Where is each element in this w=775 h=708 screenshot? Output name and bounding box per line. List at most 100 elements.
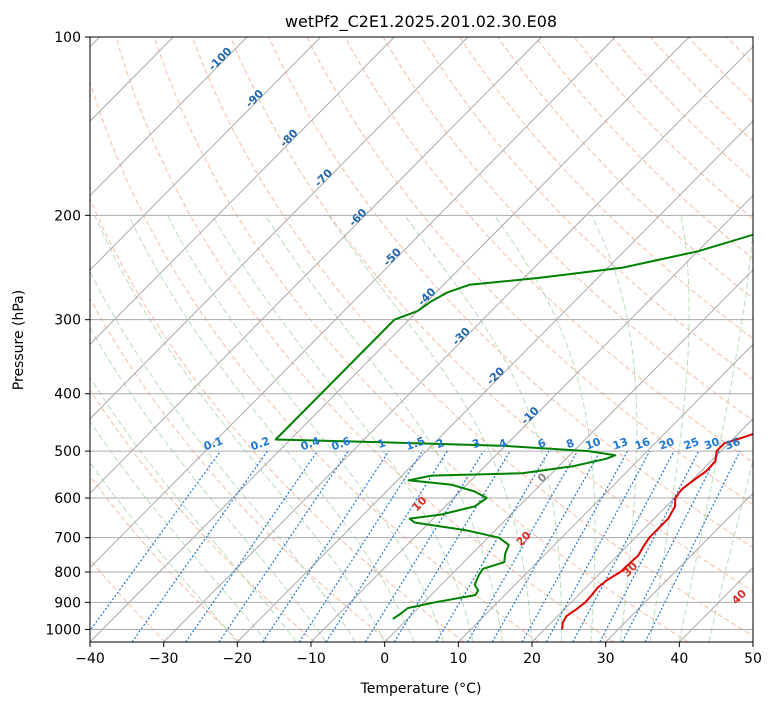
dry-adiabat-line <box>153 37 689 642</box>
dry-adiabat-line <box>765 37 775 642</box>
mixing-ratio-label: 0.4 <box>299 434 322 453</box>
mixing-ratio-label: 0.1 <box>202 434 225 453</box>
moist-adiabat-line <box>128 215 415 642</box>
moist-adiabat-line <box>493 215 596 642</box>
y-tick-label: 900 <box>54 595 81 611</box>
isotherm-line <box>90 37 542 494</box>
dry-adiabat-line <box>115 37 614 642</box>
isotherm-line <box>678 566 753 642</box>
dry-adiabat-line <box>535 37 753 260</box>
moist-adiabat-line <box>404 215 562 642</box>
dry-adiabat-line <box>90 79 540 642</box>
mixing-ratio-label: 30 <box>703 435 722 453</box>
x-tick-label: −40 <box>75 651 105 667</box>
mixing-ratio-label: 36 <box>723 435 742 453</box>
mixing-ratio-line <box>185 450 318 642</box>
mixing-ratio-line <box>393 450 511 642</box>
isotherm-label: -40 <box>415 285 438 308</box>
isotherm-line <box>605 492 753 642</box>
isotherm-line <box>90 37 690 642</box>
mixing-ratio-label: 10 <box>584 435 603 453</box>
mixing-ratio-label: 13 <box>611 435 630 452</box>
isotherm-line <box>90 37 395 346</box>
isotherm-line <box>310 194 753 642</box>
y-axis-title: Pressure (hPa) <box>11 290 27 390</box>
mixing-ratio-line <box>325 450 448 642</box>
x-tick-label: 40 <box>670 651 688 667</box>
mixing-ratio-label: 6 <box>536 436 548 451</box>
dry-adiabat-line <box>420 37 753 380</box>
isotherm-label: -70 <box>312 166 335 189</box>
dry-adiabat-line <box>90 388 316 642</box>
dry-adiabat-line <box>382 37 753 422</box>
dry-adiabat-line <box>268 37 753 549</box>
dry-adiabat-line <box>90 297 390 642</box>
mixing-ratio-line <box>572 450 675 642</box>
mixing-ratio-line <box>218 450 349 642</box>
mixing-ratio-line <box>364 450 485 642</box>
y-tick-label: 300 <box>54 313 81 329</box>
mixing-ratio-line <box>644 450 741 642</box>
moist-adiabat-line <box>211 215 474 642</box>
y-tick-label: 600 <box>54 491 81 507</box>
x-tick-label: 0 <box>380 651 389 667</box>
mixing-ratio-line <box>435 450 550 642</box>
mixing-ratio-line <box>466 450 579 642</box>
dry-adiabat-line <box>611 37 753 181</box>
x-tick-label: 10 <box>449 651 467 667</box>
mixing-ratio-label: 0.6 <box>330 434 353 453</box>
isotherm-line <box>752 641 753 642</box>
moist-adiabat-line <box>328 215 533 642</box>
isotherm-line <box>90 37 469 420</box>
dewpoint-line <box>274 233 753 620</box>
dry-adiabat-line <box>497 37 753 300</box>
isotherm-label: -50 <box>381 245 404 268</box>
mixing-ratio-line <box>599 450 700 642</box>
isotherm-line <box>90 37 248 197</box>
mixing-ratio-label: 16 <box>633 435 652 453</box>
dry-adiabat-line <box>191 37 753 637</box>
isotherm-line <box>236 120 753 642</box>
moist-adiabat-line <box>90 376 297 642</box>
x-tick-label: −30 <box>149 651 179 667</box>
dry-adiabat-label: 10 <box>410 494 430 514</box>
chart-title: wetPf2_C2E1.2025.201.02.30.E08 <box>285 12 557 32</box>
mixing-ratio-line <box>521 450 629 642</box>
isotherm-line <box>457 343 753 642</box>
y-tick-label: 100 <box>54 30 81 46</box>
isotherm-line <box>384 269 753 642</box>
mixing-ratio-label: 20 <box>657 435 676 453</box>
mixing-ratio-line <box>90 450 222 632</box>
moist-adiabat-line <box>90 270 356 642</box>
mixing-ratio-label: 1.5 <box>404 434 427 453</box>
y-tick-label: 700 <box>54 531 81 547</box>
temperature-line <box>561 432 753 630</box>
data-lines-layer <box>274 233 753 630</box>
x-tick-label: 20 <box>523 651 541 667</box>
isotherm-line <box>531 418 753 642</box>
isotherm-label: -30 <box>450 325 473 348</box>
isotherm-line <box>90 37 616 569</box>
axis-ticks-layer: −40 −30 −20 −10 0 10 20 30 40 5010020030040050060… <box>45 30 762 667</box>
y-tick-label: 1000 <box>45 622 81 638</box>
isotherm-label: -20 <box>484 364 507 387</box>
dry-adiabat-label: 40 <box>729 587 749 607</box>
plot-frame <box>89 36 754 643</box>
annotation-labels-layer: -100-90-80-70-60-50-40-30-20-10010203040… <box>202 44 749 607</box>
mixing-ratio-line <box>545 450 651 642</box>
moist-adiabat-line <box>90 461 238 642</box>
dry-adiabat-line <box>230 37 753 593</box>
mixing-ratio-label: 0.2 <box>249 434 272 453</box>
isotherm-label: -10 <box>518 404 541 427</box>
mixing-ratio-line <box>491 450 601 642</box>
y-tick-label: 500 <box>54 444 81 460</box>
moist-adiabat-line <box>591 215 638 642</box>
isotherm-label: -100 <box>206 44 235 73</box>
mixing-ratio-label: 4 <box>497 436 509 451</box>
dry-adiabat-line <box>726 37 753 65</box>
x-tick-label: −20 <box>223 651 253 667</box>
dry-adiabat-line <box>573 37 753 220</box>
mixing-ratio-line <box>621 450 720 642</box>
isotherm-label: -80 <box>277 126 300 149</box>
